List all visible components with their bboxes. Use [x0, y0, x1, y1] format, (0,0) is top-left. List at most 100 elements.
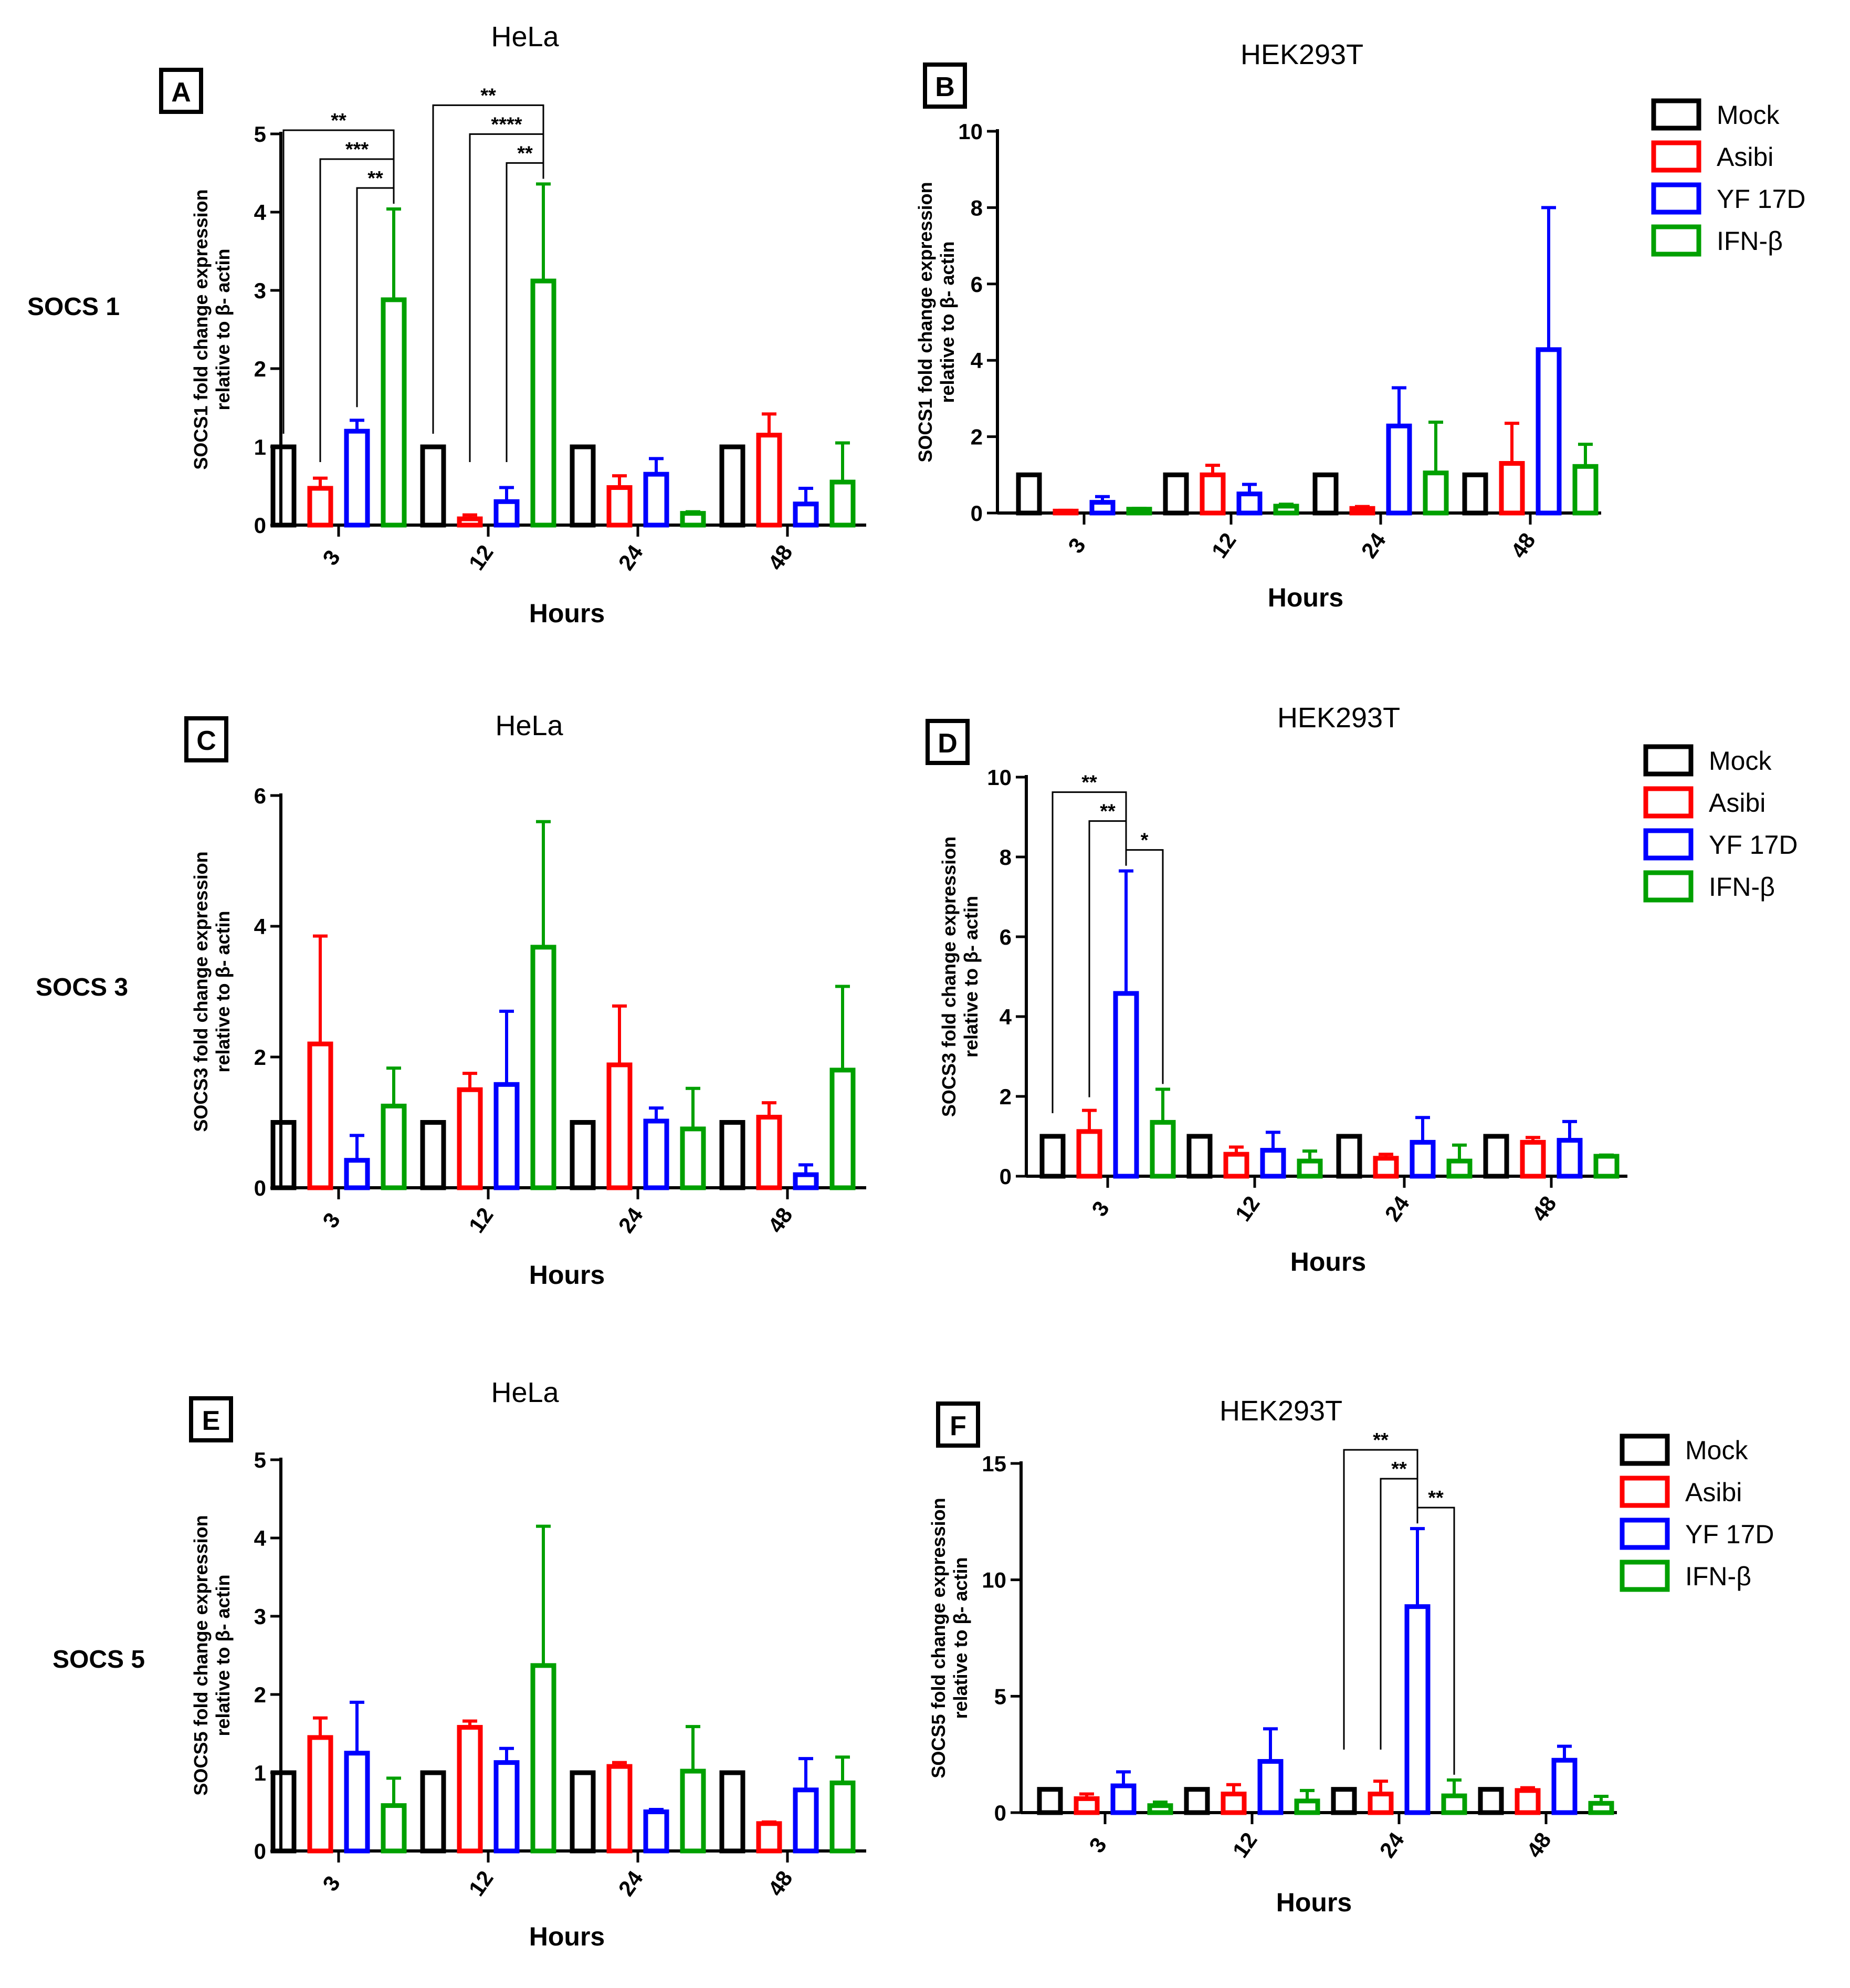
bar-mock [420, 444, 446, 528]
panel-letter-box [926, 719, 970, 765]
y-tick-label: 8 [971, 195, 983, 220]
bar-mock [719, 444, 745, 528]
y-tick-label: 15 [982, 1451, 1006, 1476]
y-axis-label: relative to β- actin [212, 1574, 234, 1736]
x-axis-label: Hours [1276, 1888, 1352, 1917]
y-tick-label: 6 [971, 272, 983, 297]
panel-C: HeLa C 0 2 4 6 SOCS3 fold change expression rel… [184, 710, 866, 1290]
panel-letter-box [184, 716, 228, 762]
y-tick-label: 5 [254, 1448, 266, 1472]
significance-bracket [319, 158, 395, 462]
y-tick-label: 0 [254, 1176, 266, 1200]
legend: Mock Asibi YF 17D IFN-β [1643, 744, 1798, 903]
legend: Mock Asibi YF 17D IFN-β [1620, 1434, 1774, 1592]
bar-mock [1478, 1787, 1504, 1815]
significance-label: ** [367, 168, 383, 190]
legend-swatch-asibi [1651, 140, 1701, 173]
bar-mock [270, 1120, 297, 1190]
panel-E: HeLa E 0 1 2 3 4 5 SOCS5 fold change expression r… [189, 1377, 866, 1951]
panel-letter: D [938, 728, 958, 759]
legend-swatch-asibi [1643, 786, 1694, 819]
bar-mock [1483, 1134, 1509, 1179]
bar-mock [719, 1120, 745, 1190]
y-axis-label: SOCS3 fold change expression [190, 851, 212, 1132]
panel-D: HEK293T D 0 2 4 6 8 10 SOCS3 fold change express… [926, 702, 1627, 1276]
bar-mock [1039, 1134, 1066, 1179]
significance-bracket [1380, 1478, 1418, 1750]
significance-label: ** [517, 142, 533, 164]
y-axis-label: relative to β- actin [950, 1557, 971, 1719]
legend-swatch-mock [1643, 744, 1694, 777]
y-axis-label: relative to β- actin [212, 248, 234, 410]
x-axis-label: Hours [529, 1922, 605, 1951]
y-tick-label: 1 [254, 1761, 266, 1785]
y-tick-label: 0 [994, 1801, 1006, 1825]
panel-title: HeLa [491, 21, 559, 53]
y-tick-label: 4 [971, 348, 983, 373]
significance-label: ** [480, 85, 496, 107]
panel-B: HEK293T B 0 2 4 6 8 10 SOCS1 fold change express… [915, 39, 1601, 612]
panel-title: HEK293T [1241, 39, 1363, 70]
panel-letter-box [159, 68, 203, 114]
panel-A: HeLa A 0 1 2 3 4 5 SOCS1 fold change expression r… [159, 21, 866, 628]
significance-bracket [506, 162, 544, 462]
legend-label: IFN-β [1685, 1562, 1751, 1591]
bar-mock [1312, 472, 1339, 516]
legend-swatch-ifn- [1643, 870, 1694, 903]
y-tick-label: 4 [1000, 1005, 1012, 1029]
panel-letter: E [202, 1406, 220, 1436]
significance-label: ** [1428, 1487, 1444, 1509]
bar-asibi [1349, 506, 1375, 516]
legend-swatch-mock [1620, 1434, 1670, 1466]
significance-label: ** [1081, 772, 1097, 794]
panel-letter: B [935, 72, 955, 102]
bar-mock [1336, 1134, 1362, 1179]
panel-title: HEK293T [1277, 702, 1400, 734]
legend-label: Mock [1709, 746, 1772, 776]
significance-bracket [1125, 849, 1164, 1084]
row-label-socs1: SOCS 1 [27, 293, 120, 321]
legend-label: Asibi [1685, 1478, 1742, 1507]
y-axis-label: SOCS5 fold change expression [928, 1498, 949, 1778]
y-tick-label: 4 [254, 1526, 267, 1551]
significance-label: ** [1391, 1458, 1407, 1480]
y-tick-label: 5 [254, 122, 266, 147]
y-tick-label: 0 [971, 501, 983, 526]
significance-label: * [1141, 830, 1149, 852]
panel-letter: F [950, 1411, 966, 1441]
y-tick-label: 2 [254, 357, 266, 381]
y-tick-label: 4 [254, 914, 267, 939]
y-tick-label: 6 [1000, 925, 1012, 949]
legend-label: YF 17D [1709, 830, 1798, 860]
legend-label: YF 17D [1685, 1520, 1774, 1549]
y-tick-label: 2 [1000, 1084, 1012, 1109]
y-tick-label: 5 [994, 1684, 1006, 1709]
bar-mock [570, 444, 596, 528]
y-axis-label: SOCS1 fold change expression [915, 182, 936, 462]
y-tick-label: 6 [254, 783, 266, 808]
significance-bracket [356, 187, 395, 407]
y-axis-label: relative to β- actin [212, 911, 234, 1072]
legend-label: YF 17D [1717, 184, 1806, 214]
panel-letter-box [189, 1396, 233, 1442]
row-label-socs3: SOCS 3 [36, 974, 128, 1001]
x-axis-label: Hours [529, 1260, 605, 1290]
legend: Mock Asibi YF 17D IFN-β [1651, 98, 1806, 257]
y-tick-label: 10 [987, 765, 1012, 790]
y-tick-label: 10 [982, 1568, 1006, 1593]
significance-label: ** [331, 110, 346, 132]
legend-swatch-yf-17d [1643, 828, 1694, 861]
bar-mock [270, 444, 297, 528]
significance-bracket [1088, 820, 1127, 1097]
bar-mock [420, 1770, 446, 1854]
y-axis-label: SOCS1 fold change expression [190, 189, 212, 469]
y-axis-label: SOCS5 fold change expression [190, 1515, 212, 1795]
y-tick-label: 0 [254, 1839, 266, 1864]
y-axis-label: SOCS3 fold change expression [938, 836, 960, 1117]
bar-mock [570, 1770, 596, 1854]
legend-label: IFN-β [1717, 226, 1783, 256]
y-tick-label: 2 [254, 1682, 266, 1707]
bar-mock [719, 1770, 745, 1854]
y-tick-label: 1 [254, 435, 266, 459]
